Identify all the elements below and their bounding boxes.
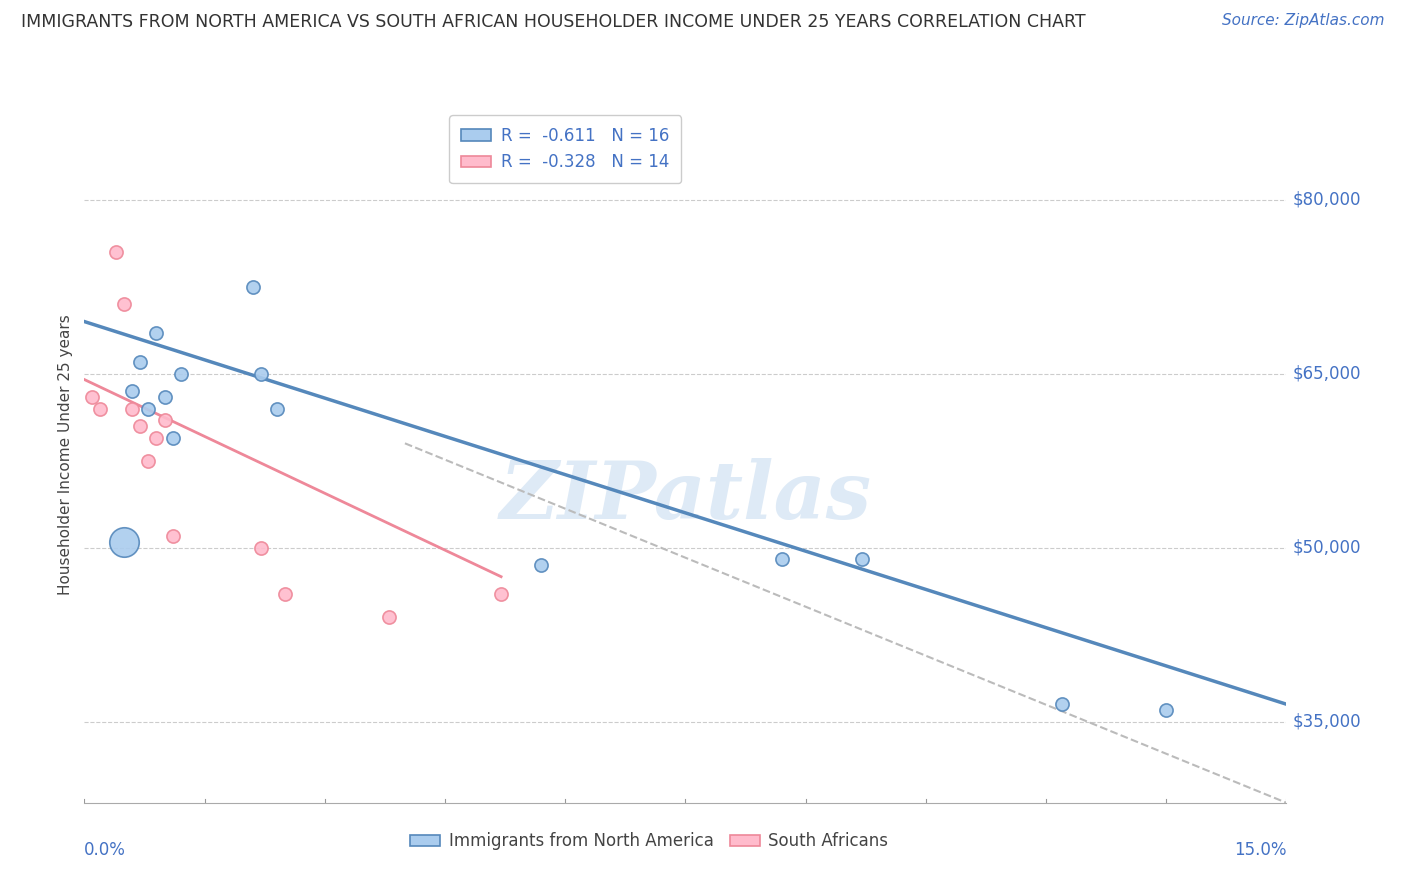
Point <box>530 558 553 573</box>
Point <box>378 610 401 624</box>
Point <box>153 390 176 404</box>
Point <box>153 413 176 427</box>
Text: $65,000: $65,000 <box>1292 365 1361 383</box>
Point <box>138 453 160 467</box>
Text: $50,000: $50,000 <box>1292 539 1361 557</box>
Point <box>89 401 111 416</box>
Point <box>851 552 873 566</box>
Text: $80,000: $80,000 <box>1292 191 1361 209</box>
Point <box>489 587 512 601</box>
Text: Source: ZipAtlas.com: Source: ZipAtlas.com <box>1222 13 1385 29</box>
Text: 15.0%: 15.0% <box>1234 841 1286 859</box>
Point <box>770 552 793 566</box>
Point <box>242 280 264 294</box>
Point <box>162 529 184 543</box>
Point <box>145 326 167 341</box>
Point <box>129 355 152 369</box>
Point <box>169 367 191 381</box>
Text: IMMIGRANTS FROM NORTH AMERICA VS SOUTH AFRICAN HOUSEHOLDER INCOME UNDER 25 YEARS: IMMIGRANTS FROM NORTH AMERICA VS SOUTH A… <box>21 13 1085 31</box>
Point <box>162 431 184 445</box>
Point <box>114 297 135 311</box>
Point <box>82 390 104 404</box>
Point <box>114 534 135 549</box>
Point <box>249 541 271 555</box>
Y-axis label: Householder Income Under 25 years: Householder Income Under 25 years <box>58 315 73 595</box>
Point <box>129 419 152 434</box>
Point <box>121 401 143 416</box>
Point <box>1156 703 1178 717</box>
Point <box>266 401 288 416</box>
Point <box>249 367 271 381</box>
Legend: Immigrants from North America, South Africans: Immigrants from North America, South Afr… <box>404 826 896 857</box>
Point <box>121 384 143 398</box>
Point <box>274 587 297 601</box>
Point <box>1050 698 1073 712</box>
Text: 0.0%: 0.0% <box>84 841 127 859</box>
Text: ZIPatlas: ZIPatlas <box>499 458 872 535</box>
Text: $35,000: $35,000 <box>1292 713 1361 731</box>
Point <box>138 401 160 416</box>
Point <box>145 431 167 445</box>
Point <box>105 244 128 259</box>
